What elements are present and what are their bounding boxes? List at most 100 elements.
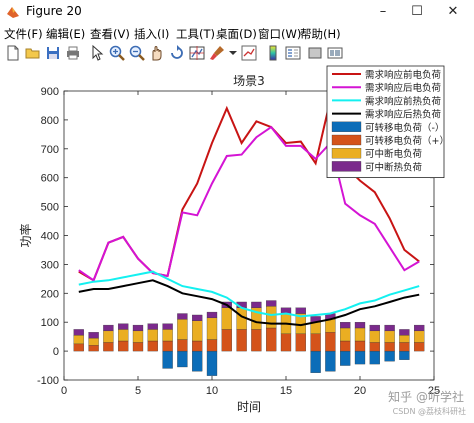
plot-tools-off-icon[interactable] [306, 44, 324, 62]
legend-entry: 需求响应后热负荷 [365, 109, 442, 121]
y-tick-label: 200 [41, 288, 59, 300]
bar-1-17 [310, 350, 321, 373]
x-tick-label: 0 [61, 385, 67, 397]
bar-2-3 [103, 342, 114, 352]
bar-2-5 [132, 342, 144, 352]
new-file-icon[interactable] [4, 44, 22, 62]
menu-window[interactable]: 窗口(W) [258, 27, 302, 41]
zoom-in-icon[interactable] [108, 44, 126, 62]
bar-4-19 [340, 322, 351, 329]
legend-entry: 可中断热负荷 [365, 161, 423, 173]
bar-4-24 [414, 324, 425, 332]
bar-2-12 [236, 329, 247, 352]
maximize-button[interactable]: ☐ [411, 4, 423, 19]
bar-2-17 [310, 333, 321, 352]
bar-3-5 [132, 330, 144, 343]
bar-3-8 [177, 319, 188, 340]
y-tick-label: 800 [41, 115, 59, 127]
menu-help[interactable]: 帮助(H) [300, 27, 341, 41]
link-icon[interactable] [240, 44, 258, 62]
bar-3-3 [103, 330, 114, 343]
legend-entry: 需求响应前热负荷 [365, 95, 442, 107]
bar-1-18 [325, 350, 336, 372]
bar-3-4 [118, 329, 129, 342]
bar-2-24 [414, 342, 425, 352]
y-tick-label: 600 [41, 173, 59, 185]
bar-3-19 [340, 327, 351, 342]
bar-3-18 [325, 319, 336, 333]
menu-tools[interactable]: 工具(T) [176, 27, 215, 41]
bar-2-9 [192, 340, 203, 352]
legend-entry: 可中断电负荷 [365, 148, 423, 160]
close-button[interactable]: ✕ [447, 4, 459, 19]
series-line-3 [78, 270, 420, 318]
bar-4-20 [354, 322, 366, 329]
minimize-button[interactable]: – [379, 4, 387, 19]
rotate-icon[interactable] [168, 44, 186, 62]
title-bar[interactable]: Figure 20 – ☐ ✕ [0, 0, 474, 25]
bar-1-10 [206, 350, 218, 376]
bar-4-22 [384, 324, 395, 332]
zoom-out-icon[interactable] [128, 44, 146, 62]
colorbar-icon[interactable] [264, 44, 282, 62]
bar-1-21 [369, 350, 380, 365]
print-icon[interactable] [64, 44, 82, 62]
brush-icon[interactable] [208, 44, 226, 62]
menu-insert[interactable]: 插入(I) [134, 27, 170, 41]
legend-entry: 需求响应前电负荷 [365, 69, 442, 81]
pointer-icon[interactable] [88, 44, 106, 62]
y-tick-label: 500 [41, 202, 59, 214]
bar-2-11 [221, 329, 232, 352]
bar-1-8 [177, 350, 188, 368]
bar-2-15 [280, 333, 292, 352]
series-line-4 [78, 279, 420, 327]
bar-1-23 [399, 350, 410, 360]
bar-2-23 [399, 342, 410, 352]
bar-2-21 [369, 342, 380, 352]
x-tick-label: 25 [428, 385, 440, 397]
legend-bar-swatch [331, 134, 362, 146]
legend-icon[interactable] [284, 44, 302, 62]
toolbar [0, 42, 474, 65]
bar-3-21 [369, 330, 380, 343]
bar-4-16 [295, 307, 306, 314]
dropdown-arrow-icon[interactable] [224, 44, 242, 62]
bar-3-17 [310, 322, 321, 334]
bar-4-6 [147, 323, 158, 330]
bar-3-22 [384, 330, 395, 343]
bar-4-2 [88, 332, 99, 339]
bar-3-24 [414, 330, 425, 343]
y-tick-label: 400 [41, 231, 59, 243]
open-folder-icon[interactable] [24, 44, 42, 62]
watermark-text: 知乎 @听学社 [388, 390, 464, 404]
menu-desktop[interactable]: 桌面(D) [216, 27, 257, 41]
data-cursor-icon[interactable] [188, 44, 206, 62]
x-tick-label: 5 [135, 385, 141, 397]
bar-3-1 [73, 335, 84, 345]
bar-4-14 [266, 300, 277, 307]
save-icon[interactable] [44, 44, 62, 62]
legend-bar-swatch [331, 148, 362, 159]
bar-3-11 [221, 307, 232, 330]
bar-1-22 [384, 350, 395, 362]
menu-bar: 文件(F) 编辑(E) 查看(V) 插入(I) 工具(T) 桌面(D) 窗口(W… [0, 24, 474, 42]
bar-2-16 [295, 333, 306, 352]
y-tick-label: 900 [41, 86, 59, 98]
menu-view[interactable]: 查看(V) [90, 27, 130, 41]
bar-3-6 [147, 329, 158, 342]
menu-file[interactable]: 文件(F) [4, 27, 43, 41]
x-tick-label: 10 [206, 385, 218, 397]
legend-entry: 需求响应后电负荷 [365, 82, 442, 94]
legend-entry: 可转移电负荷（-） [365, 122, 444, 134]
watermark-subtext: CSDN @荔枝科研社 [392, 407, 466, 416]
bar-3-7 [162, 329, 173, 342]
bar-4-13 [251, 301, 262, 308]
pan-icon[interactable] [148, 44, 166, 62]
plot-tools-on-icon[interactable] [326, 44, 344, 62]
x-tick-label: 20 [354, 385, 366, 397]
bar-2-20 [354, 340, 366, 352]
bar-3-10 [206, 317, 218, 340]
menu-edit[interactable]: 编辑(E) [46, 27, 86, 41]
bar-3-23 [399, 335, 410, 343]
